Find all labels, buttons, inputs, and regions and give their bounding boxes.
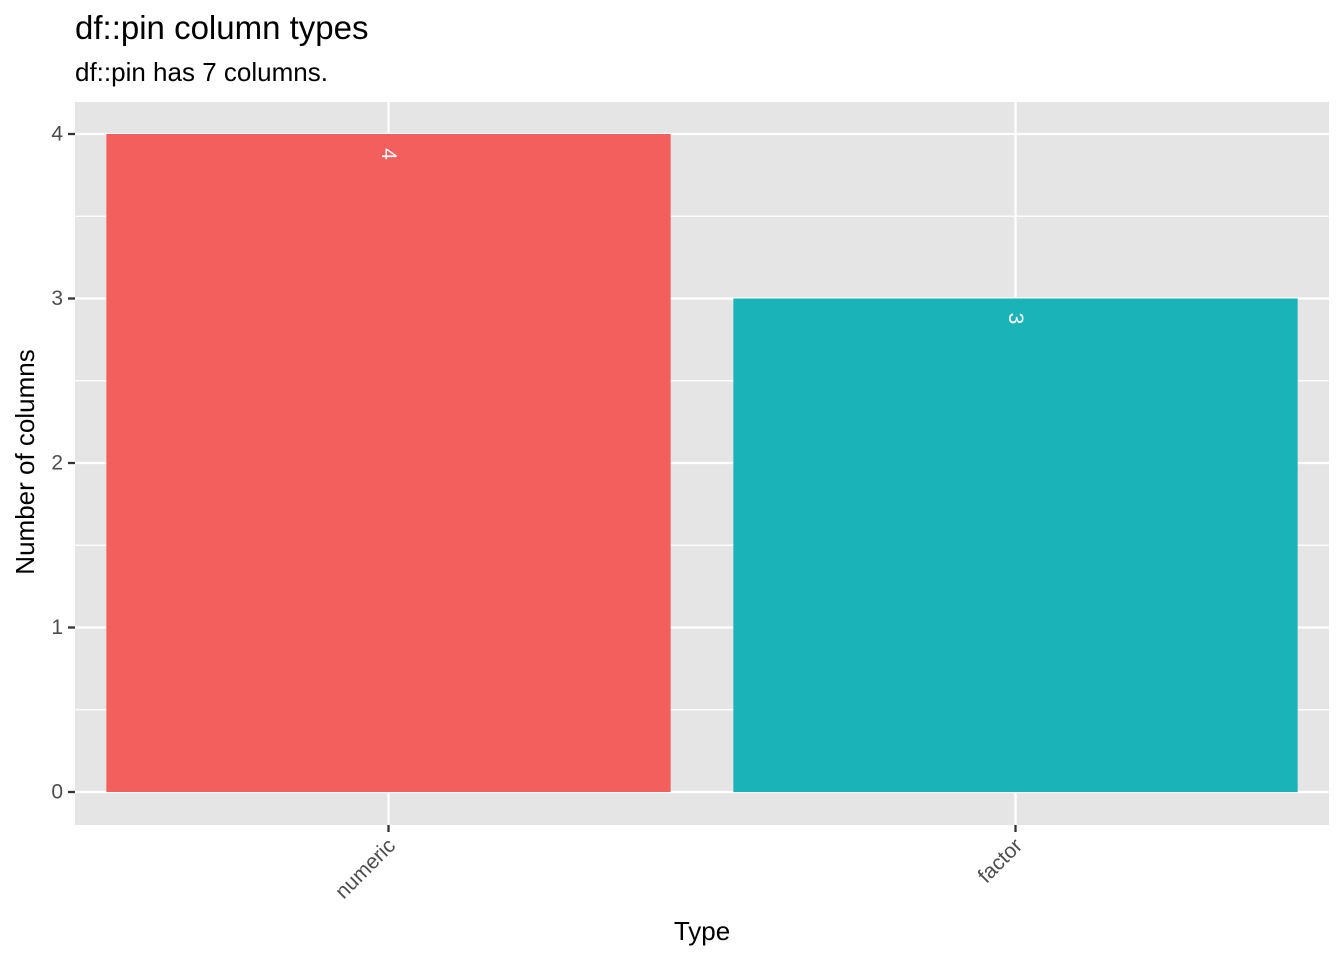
data-label-factor: 3 [1004, 313, 1027, 325]
y-tick-label: 0 [51, 781, 63, 804]
chart-subtitle: df::pin has 7 columns. [75, 57, 328, 87]
data-labels: 43 [377, 148, 1027, 324]
y-axis: 0 1 2 3 4 [51, 123, 75, 804]
bar-numeric [106, 134, 671, 792]
x-axis-title: Type [674, 916, 730, 946]
y-tick-label: 3 [51, 287, 63, 310]
x-tick-label-numeric: numeric [331, 834, 400, 903]
y-tick-label: 2 [51, 452, 63, 475]
bar-factor [733, 298, 1298, 792]
x-axis: numeric factor [331, 825, 1027, 903]
data-label-numeric: 4 [377, 148, 400, 160]
chart-title: df::pin column types [75, 9, 369, 46]
x-tick-label-factor: factor [974, 834, 1027, 887]
y-tick-label: 4 [51, 123, 63, 146]
y-axis-title: Number of columns [10, 349, 40, 574]
y-tick-label: 1 [51, 616, 63, 639]
bars [106, 134, 1298, 792]
